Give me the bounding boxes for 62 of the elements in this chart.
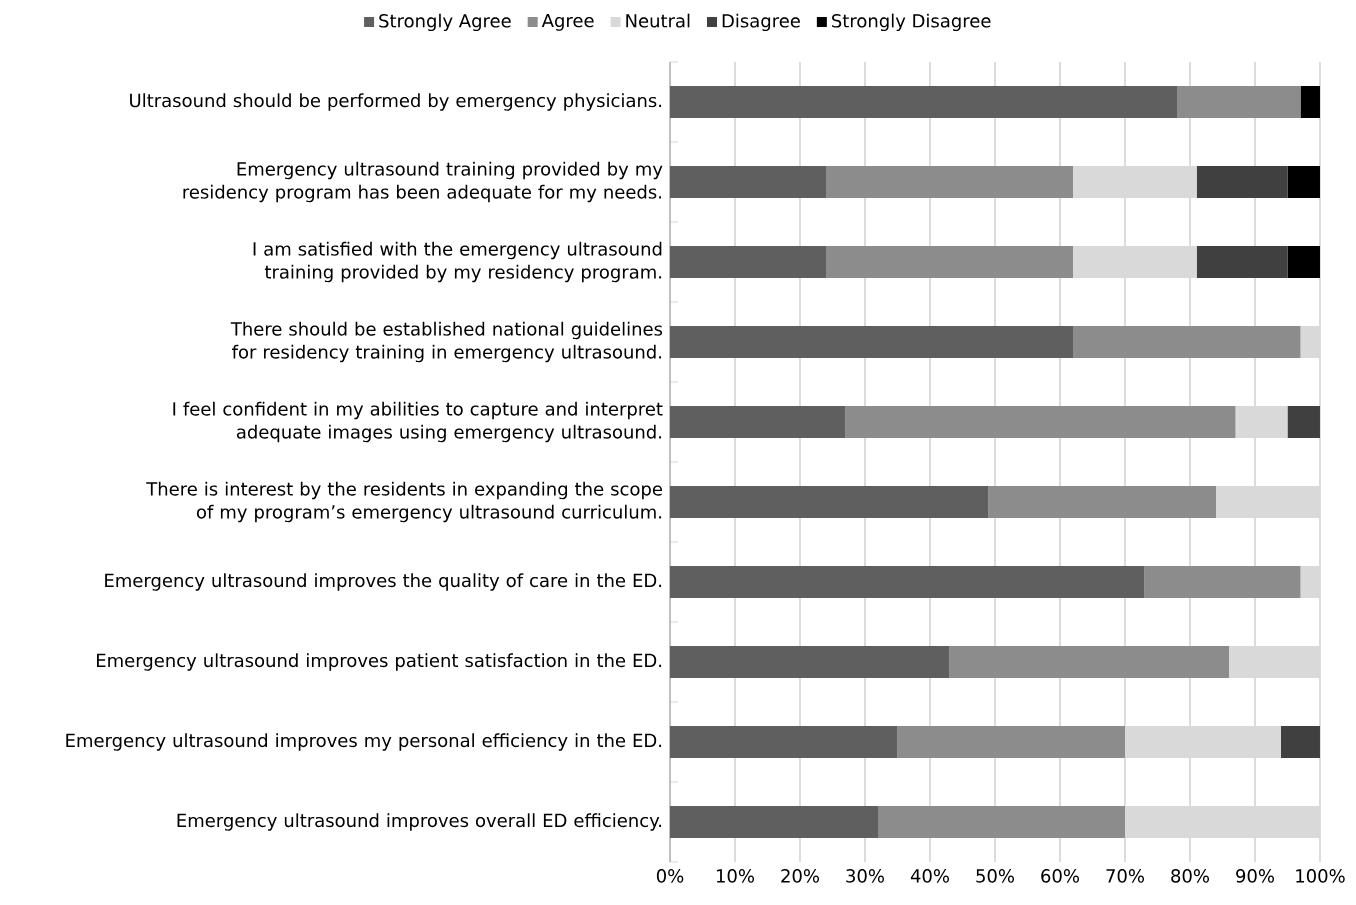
y-tick-label: I am satisfied with the emergency ultrasound training provided by my residency program. — [253, 241, 662, 283]
bar — [897, 726, 1125, 758]
y-tick-label: Emergency ultrasound improves my personal efficiency in the ED. — [66, 733, 662, 751]
bar — [1280, 726, 1320, 758]
legend-label: Strongly Agree — [379, 13, 511, 32]
x-tick-label: 50% — [976, 869, 1015, 883]
legend-label: Disagree — [722, 13, 800, 32]
y-tick-label: I feel confident in my abilities to capture and interpret adequate images using emergency ultrasound. — [173, 401, 663, 443]
bar — [1228, 646, 1320, 678]
bar — [1215, 486, 1320, 518]
legend-label: Agree — [541, 13, 594, 31]
bar — [1176, 86, 1301, 119]
bar — [949, 646, 1229, 678]
bar — [825, 246, 1073, 279]
y-tick-label: Emergency ultrasound improves overall ED efficiency. — [177, 813, 662, 831]
x-tick-label: 20% — [781, 869, 820, 883]
bar — [1300, 566, 1320, 598]
y-tick-label: There should be established national guidelines for residency training in emergency ultrasound. — [230, 321, 663, 363]
x-tick-label: 70% — [1106, 869, 1145, 883]
bar — [845, 406, 1236, 438]
bar — [669, 726, 898, 758]
bar — [1287, 246, 1320, 279]
x-tick-label: 60% — [1041, 869, 1080, 883]
bar — [669, 646, 950, 678]
bar — [1287, 166, 1320, 199]
bar — [1196, 246, 1288, 279]
bar — [1144, 566, 1301, 598]
bar — [669, 246, 826, 279]
bar — [669, 566, 1145, 598]
bar — [877, 806, 1125, 838]
y-tick-label: Emergency ultrasound training provided by my residency program has been adequate for my needs. — [183, 161, 663, 203]
x-tick-label: 40% — [910, 869, 950, 883]
bar — [1072, 246, 1197, 279]
bar — [1072, 166, 1197, 199]
x-tick-label: 80% — [1171, 869, 1210, 883]
bar — [1235, 406, 1288, 438]
x-tick-label: 90% — [1236, 869, 1275, 883]
bar — [988, 486, 1216, 518]
x-tick-label: 100% — [1296, 869, 1345, 883]
bar — [669, 326, 1073, 358]
y-tick-label: There is interest by the residents in expanding the scope of my program’s emergency ultrasound curriculum. — [146, 481, 663, 523]
bar — [825, 166, 1073, 199]
x-tick-label: 30% — [846, 869, 885, 883]
bar — [1300, 326, 1320, 358]
bar — [669, 166, 826, 199]
bar — [1287, 406, 1320, 438]
bar — [1125, 726, 1281, 758]
legend-label: Strongly Disagree — [832, 13, 991, 32]
x-tick-label: 0% — [656, 869, 684, 883]
bar — [1072, 326, 1301, 358]
legend-label: Neutral — [626, 13, 690, 28]
y-tick-label: Emergency ultrasound improves the quality of care in the ED. — [105, 573, 662, 591]
y-tick-label: Ultrasound should be performed by emergency physicians. — [130, 93, 662, 111]
bar — [669, 486, 989, 518]
y-tick-label: Emergency ultrasound improves patient satisfaction in the ED. — [97, 653, 662, 671]
bar — [1300, 86, 1320, 119]
x-tick-label: 10% — [716, 869, 755, 883]
bar — [1125, 806, 1320, 838]
bar — [669, 806, 878, 838]
bar — [1196, 166, 1288, 199]
bar — [669, 86, 1177, 119]
bar — [669, 406, 846, 438]
